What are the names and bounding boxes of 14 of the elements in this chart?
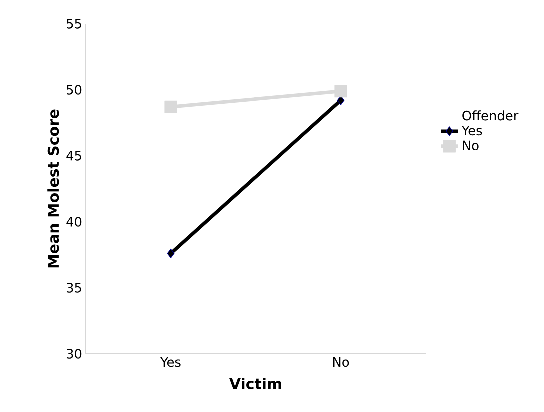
legend-label: No: [463, 140, 479, 151]
point: [334, 85, 348, 98]
y-tick-label: 40: [66, 217, 82, 227]
y-axis-title: Mean Molest Score: [48, 110, 60, 268]
legend-label: Yes: [462, 126, 482, 136]
y-tick-label: 55: [67, 19, 82, 29]
y-tick-label: 45: [66, 151, 82, 161]
point: [167, 248, 175, 258]
y-tick-label: 30: [66, 349, 82, 359]
point: [164, 100, 178, 114]
legend-title: Offender: [462, 110, 519, 121]
y-tick-label: 35: [66, 283, 82, 293]
x-axis-title: Victim: [230, 378, 282, 390]
y-tick-label: 50: [67, 85, 82, 95]
